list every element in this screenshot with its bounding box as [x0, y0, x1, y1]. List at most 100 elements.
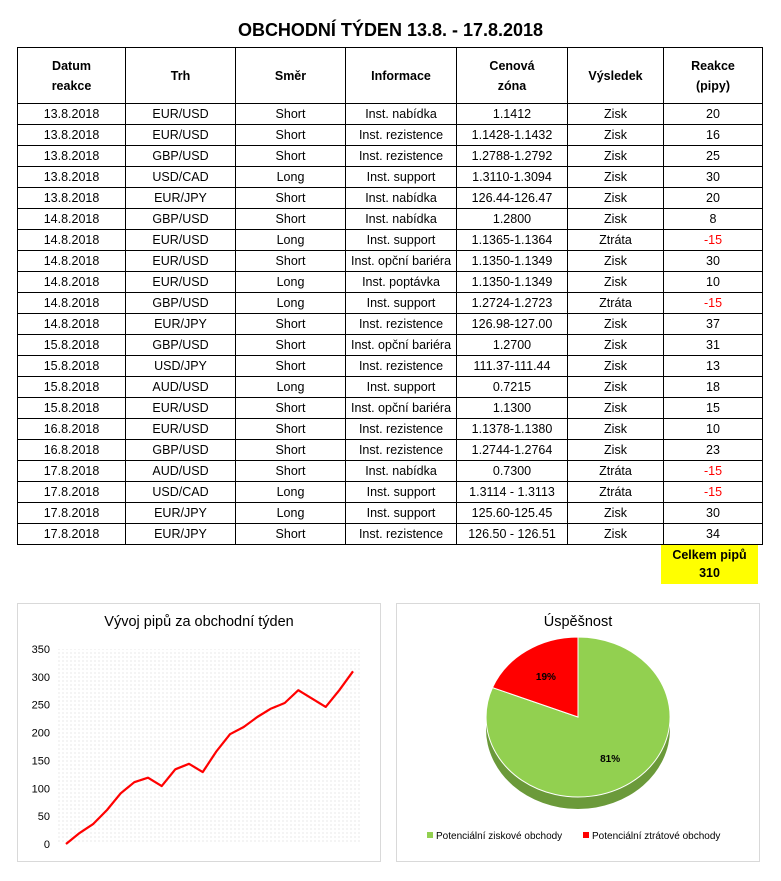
total-pips-value: 310 [699, 566, 720, 580]
table-cell: Short [235, 523, 346, 545]
table-cell: 126.98-127.00 [456, 313, 568, 335]
table-cell: Short [235, 187, 346, 209]
table-cell: Zisk [567, 166, 664, 188]
legend-label: Potenciální ziskové obchody [436, 831, 562, 842]
table-cell: -15 [663, 460, 763, 482]
table-cell: Inst. opční bariéra [345, 334, 457, 356]
table-cell: 18 [663, 376, 763, 398]
table-cell: Zisk [567, 313, 664, 335]
table-row: 17.8.2018 AUD/USD Short Inst. nabídka 0.7300… [17, 460, 763, 482]
column-header: Cenová zóna [456, 47, 568, 104]
table-cell: Zisk [567, 523, 664, 545]
table-cell: 1.3114 - 1.3113 [456, 481, 568, 503]
table-cell: GBP/USD [125, 334, 236, 356]
table-cell: Inst. nabídka [345, 208, 457, 230]
table-cell: Inst. support [345, 376, 457, 398]
table-cell: 13 [663, 355, 763, 377]
column-header: Směr [235, 47, 346, 104]
y-tick-label: 250 [32, 700, 50, 712]
table-cell: GBP/USD [125, 145, 236, 167]
table-cell: 16.8.2018 [17, 418, 126, 440]
column-header: Datum reakce [17, 47, 126, 104]
table-cell: 1.2800 [456, 208, 568, 230]
table-cell: EUR/USD [125, 229, 236, 251]
table-cell: 14.8.2018 [17, 250, 126, 272]
table-cell: 25 [663, 145, 763, 167]
table-cell: 23 [663, 439, 763, 461]
table-row: 13.8.2018 USD/CAD Long Inst. support 1.3110-… [17, 166, 763, 188]
total-pips-cell: Celkem pipů 310 [661, 545, 758, 584]
table-cell: 14.8.2018 [17, 208, 126, 230]
table-cell: Long [235, 502, 346, 524]
table-cell: Short [235, 334, 346, 356]
table-cell: Zisk [567, 397, 664, 419]
table-cell: Inst. support [345, 229, 457, 251]
table-cell: -15 [663, 481, 763, 503]
y-tick-label: 100 [32, 783, 50, 795]
table-row: 14.8.2018 EUR/USD Long Inst. poptávka 1.1350… [17, 271, 763, 293]
table-cell: Zisk [567, 355, 664, 377]
y-tick-label: 150 [32, 755, 50, 767]
table-cell: Zisk [567, 250, 664, 272]
table-cell: 17.8.2018 [17, 523, 126, 545]
table-cell: 34 [663, 523, 763, 545]
table-cell: 0.7215 [456, 376, 568, 398]
table-cell: Short [235, 124, 346, 146]
page-title: OBCHODNÍ TÝDEN 13.8. - 17.8.2018 [237, 20, 544, 40]
table-cell: Short [235, 250, 346, 272]
table-row: 14.8.2018 EUR/JPY Short Inst. rezistence 126… [17, 313, 763, 335]
series-line [65, 670, 354, 845]
line-chart-panel: Vývoj pipů za obchodní týden 0 50 100 150 20… [17, 603, 381, 862]
table-row: 15.8.2018 USD/JPY Short Inst. rezistence 111… [17, 355, 763, 377]
legend-swatch [583, 832, 589, 838]
table-row: 13.8.2018 GBP/USD Short Inst. rezistence 1.2… [17, 145, 763, 167]
table-cell: Inst. nabídka [345, 187, 457, 209]
table-cell: 125.60-125.45 [456, 502, 568, 524]
table-cell: 1.1412 [456, 103, 568, 125]
table-cell: Inst. rezistence [345, 124, 457, 146]
table-cell: Inst. support [345, 292, 457, 314]
table-cell: Zisk [567, 418, 664, 440]
y-tick-label: 350 [32, 644, 50, 656]
table-row: 17.8.2018 USD/CAD Long Inst. support 1.3114 … [17, 481, 763, 503]
column-header: Trh [125, 47, 236, 104]
table-cell: 1.2788-1.2792 [456, 145, 568, 167]
table-cell: EUR/JPY [125, 523, 236, 545]
table-cell: 14.8.2018 [17, 229, 126, 251]
table-cell: Zisk [567, 376, 664, 398]
table-cell: Zisk [567, 124, 664, 146]
pie-data-label: 19% [536, 672, 556, 683]
table-cell: 30 [663, 166, 763, 188]
table-cell: 1.1350-1.1349 [456, 250, 568, 272]
table-cell: 1.1350-1.1349 [456, 271, 568, 293]
table-cell: Inst. support [345, 166, 457, 188]
table-cell: Inst. poptávka [345, 271, 457, 293]
table-cell: 1.1378-1.1380 [456, 418, 568, 440]
table-cell: Short [235, 460, 346, 482]
table-cell: 13.8.2018 [17, 124, 126, 146]
table-cell: 17.8.2018 [17, 481, 126, 503]
table-cell: 15.8.2018 [17, 334, 126, 356]
table-cell: 13.8.2018 [17, 187, 126, 209]
table-cell: 37 [663, 313, 763, 335]
table-cell: 31 [663, 334, 763, 356]
table-row: 16.8.2018 GBP/USD Short Inst. rezistence 1.2… [17, 439, 763, 461]
column-header: Výsledek [567, 47, 664, 104]
legend-swatch [427, 832, 433, 838]
table-body: 13.8.2018 EUR/USD Short Inst. nabídka 1.1412… [17, 103, 763, 545]
table-cell: Inst. opční bariéra [345, 250, 457, 272]
table-row: 13.8.2018 EUR/JPY Short Inst. nabídka 126.44… [17, 187, 763, 209]
table-cell: Inst. rezistence [345, 355, 457, 377]
column-header: Reakce (pipy) [663, 47, 763, 104]
table-cell: 20 [663, 103, 763, 125]
table-cell: 111.37-111.44 [456, 355, 568, 377]
table-cell: Short [235, 397, 346, 419]
table-cell: Long [235, 166, 346, 188]
table-cell: EUR/USD [125, 397, 236, 419]
legend-label: Potenciální ztrátové obchody [592, 831, 720, 842]
table-cell: 16 [663, 124, 763, 146]
y-tick-label: 200 [32, 728, 50, 740]
table-cell: EUR/USD [125, 250, 236, 272]
table-cell: 8 [663, 208, 763, 230]
table-cell: Inst. support [345, 481, 457, 503]
